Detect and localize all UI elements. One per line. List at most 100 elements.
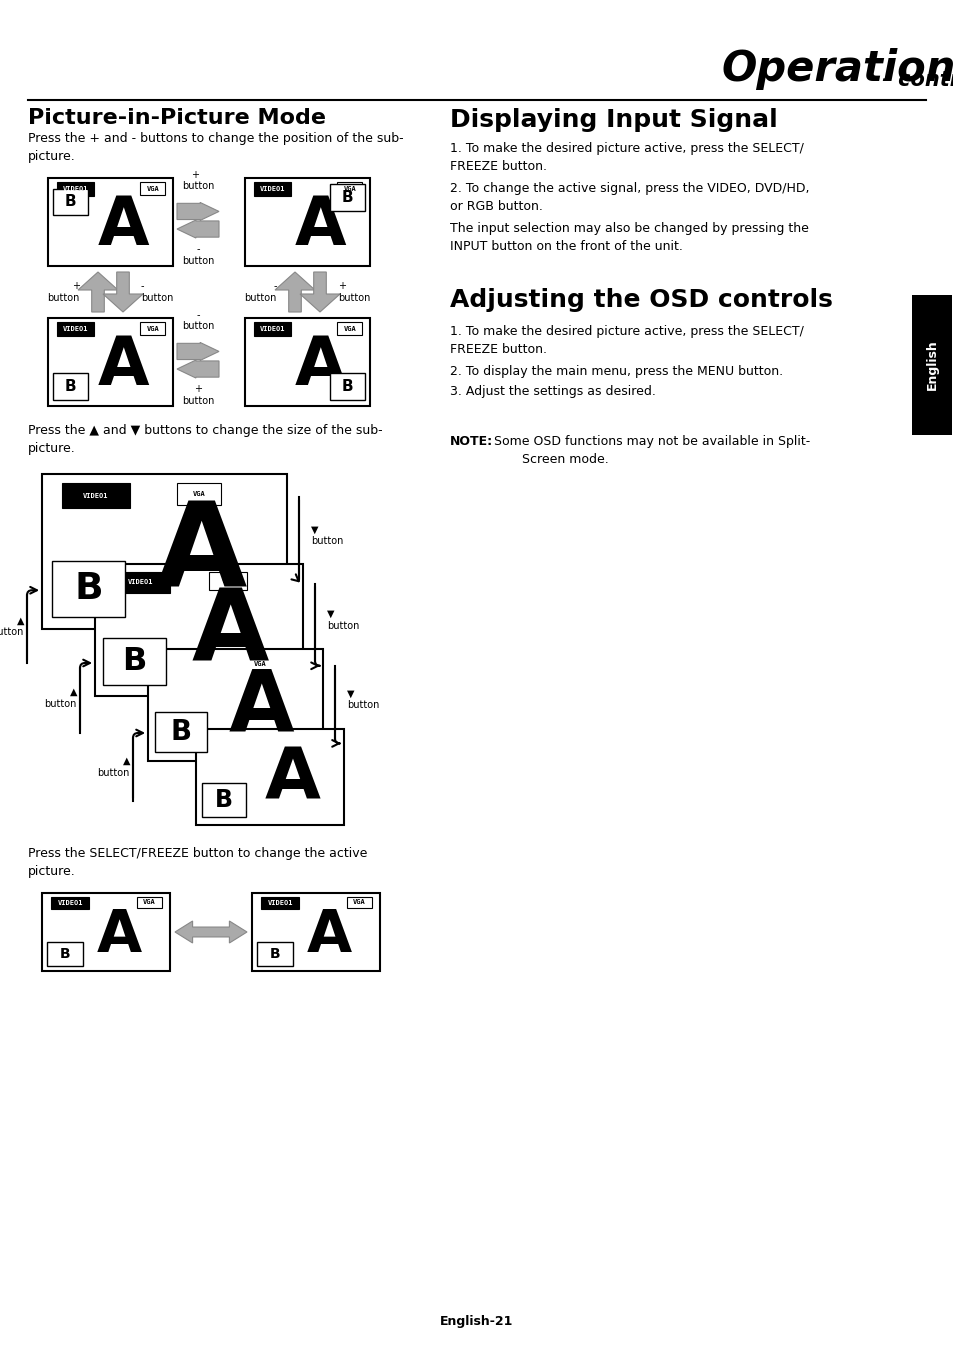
Polygon shape (177, 202, 219, 220)
Bar (136, 896, 162, 907)
Text: VGA: VGA (284, 738, 296, 744)
Bar (42, 892, 170, 971)
Bar (257, 942, 293, 965)
Bar (253, 182, 291, 197)
Text: Some OSD functions may not be available in Split-
        Screen mode.: Some OSD functions may not be available … (490, 435, 809, 466)
Bar (56, 323, 94, 336)
Bar (253, 323, 291, 336)
Bar (103, 639, 166, 686)
Text: +
button: + button (337, 281, 370, 302)
Text: ▼
button: ▼ button (327, 609, 359, 630)
Bar (202, 783, 246, 817)
Text: - continued: - continued (874, 70, 953, 90)
Text: +
button: + button (182, 383, 214, 405)
Bar (337, 323, 362, 335)
Text: Adjusting the OSD controls: Adjusting the OSD controls (450, 288, 832, 312)
Text: B: B (122, 647, 147, 678)
Polygon shape (299, 271, 339, 312)
Bar (209, 572, 247, 590)
Text: VIDEO1: VIDEO1 (259, 327, 285, 332)
Bar (51, 896, 90, 910)
Text: ▼
button: ▼ button (347, 688, 379, 710)
Bar (277, 734, 304, 748)
Polygon shape (177, 220, 219, 238)
Text: 3. Adjust the settings as desired.: 3. Adjust the settings as desired. (450, 385, 656, 398)
Polygon shape (103, 271, 143, 312)
Text: Picture-in-Picture Mode: Picture-in-Picture Mode (28, 108, 326, 128)
Text: Operation: Operation (721, 49, 953, 90)
Text: B: B (341, 190, 353, 205)
Text: VIDEO1: VIDEO1 (259, 186, 285, 193)
Text: A: A (306, 907, 351, 964)
Polygon shape (177, 343, 219, 360)
Text: VIDEO1: VIDEO1 (57, 900, 83, 906)
Bar (112, 572, 170, 593)
Bar (176, 483, 220, 505)
Text: B: B (60, 946, 71, 961)
Bar (346, 896, 372, 907)
Bar (208, 734, 249, 751)
Text: ▲
button: ▲ button (97, 756, 130, 778)
Text: ▼
button: ▼ button (311, 525, 343, 547)
Bar (56, 182, 94, 197)
Text: VIDEO1: VIDEO1 (215, 740, 241, 745)
Text: B: B (65, 379, 76, 394)
Bar (245, 319, 370, 406)
Text: VIDEO1: VIDEO1 (63, 186, 89, 193)
Text: A: A (264, 744, 320, 814)
Text: +
button: + button (48, 281, 80, 302)
Bar (162, 656, 211, 674)
Text: B: B (341, 379, 353, 394)
Text: 2. To display the main menu, press the MENU button.: 2. To display the main menu, press the M… (450, 364, 782, 378)
Text: English: English (924, 340, 938, 390)
Text: A: A (192, 585, 269, 682)
Text: A: A (97, 333, 149, 400)
Polygon shape (78, 271, 118, 312)
Bar (53, 374, 88, 400)
Text: Displaying Input Signal: Displaying Input Signal (450, 108, 777, 132)
Polygon shape (274, 271, 314, 312)
Text: Press the ▲ and ▼ buttons to change the size of the sub-
picture.: Press the ▲ and ▼ buttons to change the … (28, 424, 382, 455)
Text: VGA: VGA (147, 185, 159, 192)
Text: B: B (214, 788, 233, 813)
Bar (51, 560, 125, 617)
Bar (140, 323, 165, 335)
Bar (330, 184, 365, 211)
Bar (48, 319, 172, 406)
Bar (53, 189, 88, 215)
Bar (337, 182, 362, 194)
Text: ▲
button: ▲ button (45, 687, 77, 709)
Text: English-21: English-21 (440, 1315, 513, 1328)
Text: VIDEO1: VIDEO1 (83, 493, 109, 498)
Text: + 
button: + button (182, 170, 214, 192)
Text: -
button: - button (182, 244, 214, 266)
Polygon shape (174, 921, 247, 944)
Text: VGA: VGA (193, 491, 205, 497)
Bar (47, 942, 83, 965)
Text: VGA: VGA (143, 899, 155, 906)
Text: VIDEO1: VIDEO1 (63, 327, 89, 332)
Bar (95, 564, 303, 697)
Bar (42, 474, 287, 629)
Bar (261, 896, 299, 910)
Text: VGA: VGA (253, 660, 266, 667)
Text: A: A (294, 193, 345, 259)
Text: Press the + and - buttons to change the position of the sub-
picture.: Press the + and - buttons to change the … (28, 132, 403, 163)
Text: B: B (171, 718, 192, 747)
Text: VIDEO1: VIDEO1 (173, 662, 199, 668)
Text: A: A (96, 907, 141, 964)
Bar (62, 483, 130, 508)
Bar (911, 296, 951, 435)
Bar (148, 649, 323, 761)
Bar (154, 711, 208, 752)
Text: VGA: VGA (353, 899, 366, 906)
Text: NOTE:: NOTE: (450, 435, 493, 448)
Text: B: B (270, 946, 280, 961)
Text: -
button: - button (182, 310, 214, 332)
Bar (252, 892, 379, 971)
Text: B: B (74, 571, 103, 606)
Text: VGA: VGA (343, 325, 356, 332)
Text: The input selection may also be changed by pressing the
INPUT button on the fron: The input selection may also be changed … (450, 221, 808, 252)
Text: B: B (65, 194, 76, 209)
Text: VGA: VGA (343, 185, 356, 192)
